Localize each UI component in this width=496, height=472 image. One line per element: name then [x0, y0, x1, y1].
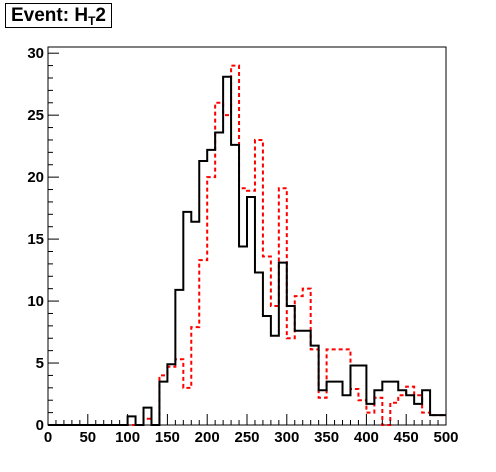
series-layer [48, 64, 446, 426]
y-tick-label: 10 [27, 293, 44, 310]
x-tick-label: 100 [115, 429, 140, 446]
chart-title-subscript: T [88, 14, 96, 28]
y-tick-label: 15 [27, 231, 44, 248]
y-tick-label: 5 [36, 355, 44, 372]
y-tick-label: 20 [27, 169, 44, 186]
x-tick-label: 400 [354, 429, 379, 446]
chart-title: Event: HT2 [5, 3, 112, 28]
x-tick-label: 150 [155, 429, 180, 446]
chart-title-prefix: Event: H [11, 5, 89, 26]
x-tick-label: 0 [44, 429, 52, 446]
axis-layer: 0 50 100 150 200 250 300 350 400 450 500 0 5 10 15 20 25… [27, 45, 458, 446]
y-tick-label: 0 [36, 417, 44, 434]
x-tick-label: 50 [79, 429, 96, 446]
chart-title-suffix: 2 [95, 5, 106, 26]
x-tick-label: 350 [314, 429, 339, 446]
x-tick-label: 450 [394, 429, 419, 446]
x-tick-label: 250 [234, 429, 259, 446]
y-tick-label: 25 [27, 107, 44, 124]
x-tick-label: 300 [274, 429, 299, 446]
x-tick-label: 500 [433, 429, 458, 446]
y-tick-label: 30 [27, 45, 44, 62]
series-solid-line [48, 75, 446, 426]
x-tick-label: 200 [195, 429, 220, 446]
